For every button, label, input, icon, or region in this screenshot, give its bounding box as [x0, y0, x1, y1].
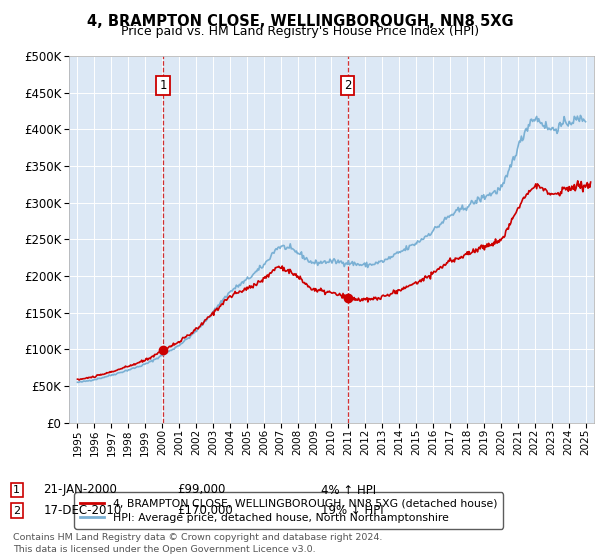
Text: 4% ↑ HPI: 4% ↑ HPI [321, 483, 376, 497]
Text: 21-JAN-2000: 21-JAN-2000 [43, 483, 117, 497]
Text: 17-DEC-2010: 17-DEC-2010 [43, 504, 121, 517]
Text: Price paid vs. HM Land Registry's House Price Index (HPI): Price paid vs. HM Land Registry's House … [121, 25, 479, 38]
Text: £99,000: £99,000 [177, 483, 226, 497]
Text: 2: 2 [344, 79, 352, 92]
Text: Contains HM Land Registry data © Crown copyright and database right 2024.
This d: Contains HM Land Registry data © Crown c… [13, 533, 383, 554]
Text: 2: 2 [13, 506, 20, 516]
Text: £170,000: £170,000 [177, 504, 233, 517]
Text: 4, BRAMPTON CLOSE, WELLINGBOROUGH, NN8 5XG: 4, BRAMPTON CLOSE, WELLINGBOROUGH, NN8 5… [86, 14, 514, 29]
Text: 1: 1 [13, 485, 20, 495]
Text: 19% ↓ HPI: 19% ↓ HPI [321, 504, 383, 517]
Text: 1: 1 [159, 79, 167, 92]
Legend: 4, BRAMPTON CLOSE, WELLINGBOROUGH, NN8 5XG (detached house), HPI: Average price,: 4, BRAMPTON CLOSE, WELLINGBOROUGH, NN8 5… [74, 492, 503, 529]
